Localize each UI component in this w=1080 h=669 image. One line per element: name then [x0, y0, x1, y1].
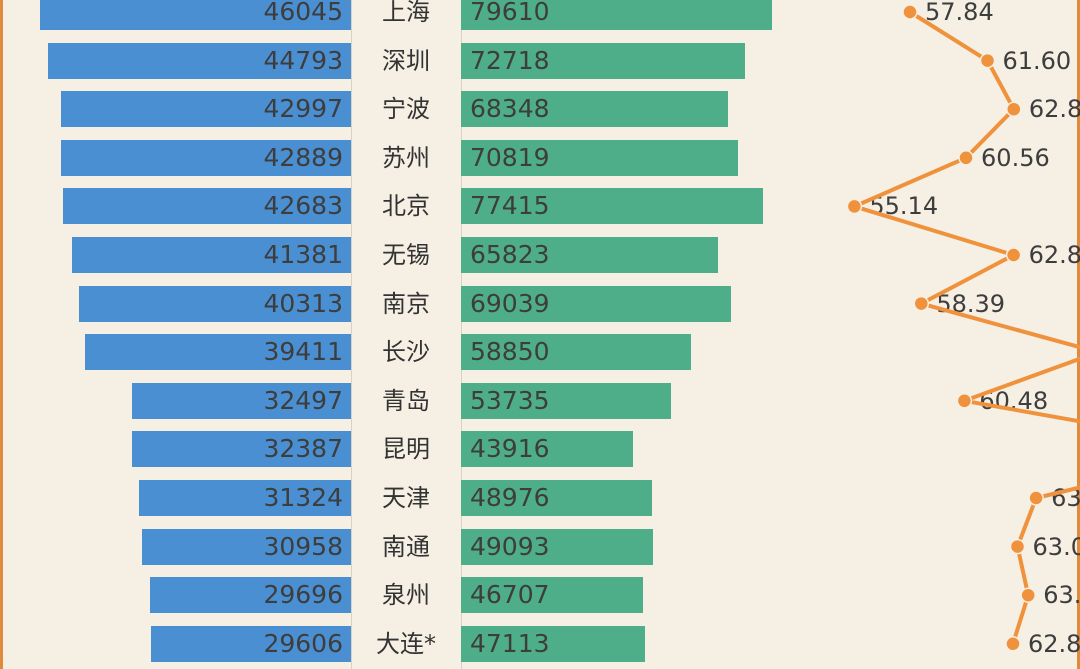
- category-label: 昆明: [382, 435, 430, 464]
- right-value-label: 47113: [470, 628, 550, 658]
- ratio-value-label: 57.84: [925, 0, 994, 26]
- ratio-point: [1028, 490, 1044, 506]
- right-bar: [461, 625, 646, 662]
- ratio-value-label: 62.84: [1028, 629, 1080, 658]
- frame-right-edge: [1077, 0, 1080, 669]
- right-value-label: 68348: [470, 94, 550, 124]
- ratio-point: [1006, 101, 1022, 117]
- ratio-point: [1005, 247, 1022, 263]
- frame-left-edge: [0, 0, 3, 669]
- category-label: 大连*: [376, 629, 436, 658]
- left-value-label: 31324: [263, 483, 343, 512]
- left-bar: [131, 382, 351, 419]
- right-value-label: 53735: [470, 385, 550, 415]
- right-bar: [461, 528, 653, 565]
- left-value-label: 41381: [263, 240, 343, 269]
- left-value-label: 42997: [263, 94, 343, 124]
- category-label: 泉州: [382, 581, 430, 610]
- left-bar: [62, 188, 351, 225]
- left-value-label: 39411: [263, 337, 343, 367]
- category-label: 上海: [382, 0, 430, 26]
- left-bar: [78, 285, 351, 322]
- right-value-label: 77415: [470, 191, 550, 221]
- category-label: 青岛: [382, 386, 430, 415]
- category-label: 无锡: [382, 241, 430, 269]
- right-bar: [461, 334, 691, 371]
- left-bar: [151, 625, 351, 662]
- left-bar: [71, 237, 351, 273]
- right-bar: [461, 42, 746, 79]
- right-bar: [461, 237, 719, 273]
- ratio-value-label: 62.88: [1028, 95, 1080, 124]
- right-bar: [461, 480, 653, 516]
- left-bar: [61, 139, 351, 176]
- left-value-label: 29606: [263, 628, 343, 658]
- right-bar: [461, 188, 764, 225]
- category-label: 宁波: [382, 95, 430, 124]
- ratio-line: [852, 10, 1080, 645]
- left-value-label: 32497: [263, 385, 343, 415]
- right-bar: [461, 431, 633, 468]
- right-value-label: 69039: [470, 288, 550, 318]
- ratio-value-label: 63.06: [1032, 532, 1080, 561]
- right-value-label: 43916: [470, 434, 550, 464]
- right-value-label: 46707: [470, 580, 550, 610]
- ratio-value-label: 61.60: [1002, 46, 1072, 75]
- left-value-label: 40313: [263, 288, 343, 318]
- left-bar: [139, 480, 351, 516]
- ratio-value-label: 62.87: [1028, 241, 1080, 269]
- right-value-label: 72718: [470, 45, 550, 75]
- right-bar: [461, 0, 772, 30]
- ratio-point: [1005, 636, 1021, 652]
- left-value-label: 30958: [263, 531, 343, 561]
- category-label: 长沙: [382, 338, 430, 367]
- ratio-point: [846, 198, 863, 215]
- ratio-point: [913, 295, 930, 312]
- right-bar: [461, 382, 671, 419]
- left-value-label: 46045: [263, 0, 343, 26]
- category-label: 北京: [382, 192, 430, 221]
- ratio-value-label: 63.58: [1043, 581, 1080, 610]
- center-divider-left: [351, 0, 352, 669]
- left-bar: [60, 91, 351, 128]
- ratio-point: [979, 52, 996, 69]
- left-bar: [141, 528, 351, 565]
- left-value-label: 42889: [263, 142, 343, 172]
- ratio-point: [958, 150, 974, 166]
- category-label: 深圳: [382, 46, 430, 75]
- left-bar: [132, 431, 351, 468]
- ratio-point: [902, 4, 918, 20]
- ratio-point: [1009, 538, 1026, 555]
- left-value-label: 32387: [263, 434, 343, 464]
- left-value-label: 42683: [263, 191, 343, 221]
- ratio-point: [956, 393, 973, 409]
- left-bar: [40, 0, 351, 30]
- right-bar: [461, 139, 738, 176]
- category-label: 天津: [382, 484, 430, 512]
- ratio-point: [1020, 587, 1036, 603]
- left-bar: [150, 577, 351, 614]
- right-value-label: 58850: [470, 337, 550, 367]
- category-label: 南京: [382, 289, 430, 318]
- category-label: 南通: [382, 532, 430, 561]
- left-value-label: 44793: [263, 45, 343, 75]
- right-value-label: 48976: [470, 483, 550, 512]
- right-value-label: 70819: [470, 142, 550, 172]
- right-bar: [461, 285, 731, 322]
- left-bar: [48, 42, 351, 79]
- right-value-label: 65823: [470, 240, 550, 269]
- ratio-value-label: 60.56: [981, 143, 1050, 172]
- left-value-label: 29696: [263, 580, 343, 610]
- right-bar: [461, 577, 644, 614]
- category-label: 苏州: [382, 143, 430, 172]
- right-bar: [461, 91, 728, 128]
- right-value-label: 49093: [470, 531, 550, 561]
- right-value-label: 79610: [470, 0, 550, 26]
- left-bar: [84, 334, 351, 371]
